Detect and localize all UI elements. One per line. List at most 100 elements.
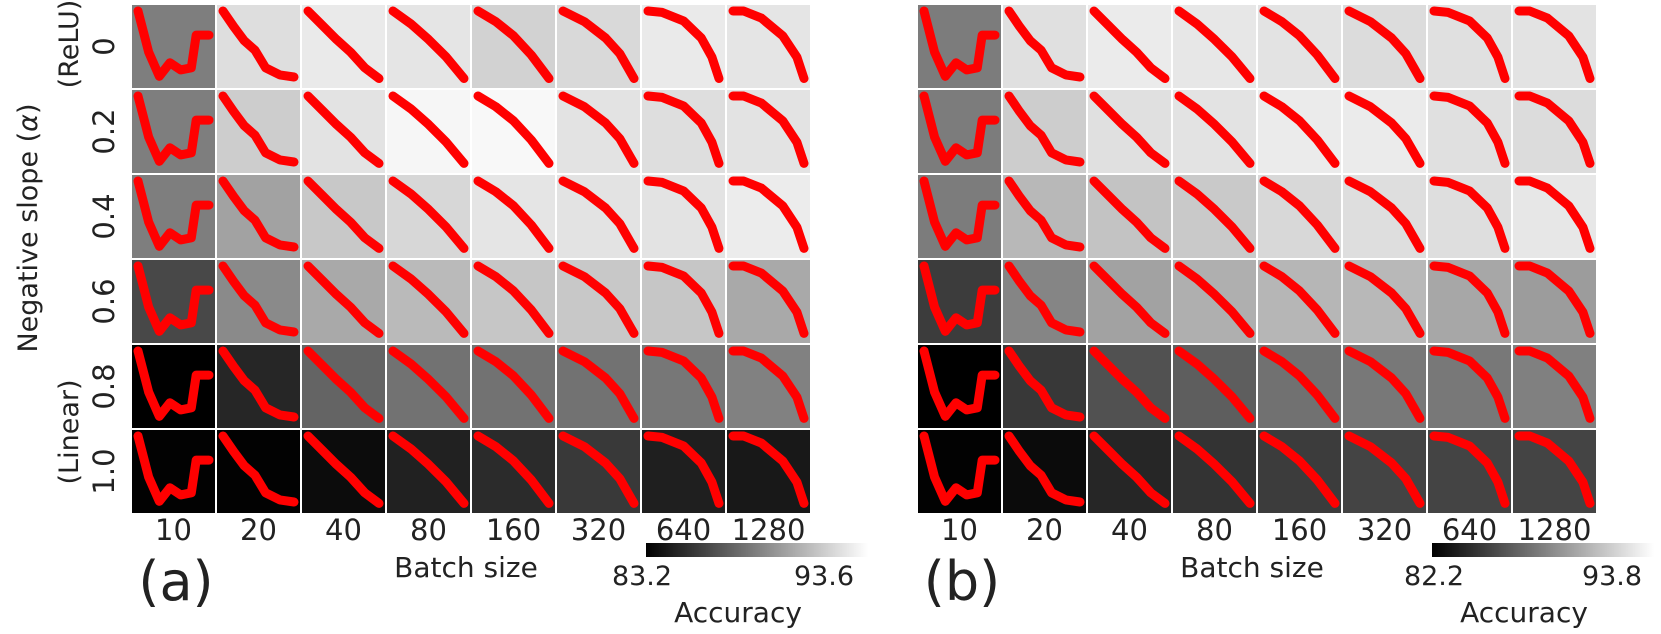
panel-a-colorbar-max: 93.6	[794, 561, 854, 592]
curve-b-r1-c6	[1429, 91, 1510, 168]
row-note-linear: (Linear)	[54, 380, 85, 485]
curve-a-r1-c1	[218, 91, 299, 167]
curve-b-r4-c5	[1344, 346, 1425, 423]
x-tick-a-320: 320	[571, 513, 626, 547]
curve-a-r2-c4	[473, 176, 554, 253]
curve-a-r3-c0	[133, 261, 214, 336]
cell-a-r0-c7	[727, 5, 810, 88]
curve-a-r0-c1	[218, 6, 299, 82]
curve-a-r2-c7	[728, 176, 809, 253]
curve-a-r5-c1	[218, 431, 299, 507]
curve-a-r5-c7	[728, 431, 809, 508]
curve-b-r2-c4	[1259, 176, 1340, 253]
cell-a-r1-c7	[727, 90, 810, 173]
curve-a-r4-c3	[388, 346, 469, 423]
curve-b-r1-c0	[919, 91, 1000, 166]
x-tick-b-320: 320	[1357, 513, 1412, 547]
curve-a-r5-c6	[643, 431, 724, 508]
cell-b-r5-c7	[1513, 430, 1596, 513]
curve-a-r5-c0	[133, 431, 214, 506]
x-tick-b-20: 20	[1026, 513, 1063, 547]
curve-a-r5-c5	[558, 431, 639, 508]
curve-b-r2-c0	[919, 176, 1000, 251]
curve-b-r2-c2	[1089, 176, 1170, 253]
cell-b-r4-c7	[1513, 345, 1596, 428]
curve-b-r0-c5	[1344, 6, 1425, 83]
x-tick-a-40: 40	[325, 513, 362, 547]
curve-b-r1-c5	[1344, 91, 1425, 168]
panel-b-colorbar-label: Accuracy	[1460, 596, 1588, 629]
curve-a-r0-c5	[558, 6, 639, 83]
curve-a-r2-c3	[388, 176, 469, 253]
curve-b-r5-c1	[1004, 431, 1085, 507]
curve-a-r4-c1	[218, 346, 299, 422]
cell-b-r1-c7	[1513, 90, 1596, 173]
panel-a-colorbar-min: 83.2	[612, 561, 672, 592]
panel-a-heatmap: 10 20 40 80 160 320 640 1280 0 0.2 0.4 0.6 0.8 1.0	[87, 4, 812, 547]
curve-a-r3-c2	[303, 261, 384, 338]
x-tick-a-160: 160	[486, 513, 541, 547]
cell-b-r2-c7	[1513, 175, 1596, 258]
curve-b-r3-c1	[1004, 261, 1085, 337]
panel-b-heatmap: 10 20 40 80 160 320 640 1280	[917, 4, 1598, 547]
curve-b-r3-c4	[1259, 261, 1340, 338]
curve-b-r0-c0	[919, 6, 1000, 81]
curve-b-r3-c3	[1174, 261, 1255, 338]
curve-b-r4-c7	[1514, 346, 1595, 423]
curve-b-r5-c6	[1429, 431, 1510, 508]
curve-b-r1-c1	[1004, 91, 1085, 167]
curve-b-r4-c2	[1089, 346, 1170, 423]
panel-a-colorbar: 83.2 93.6 Accuracy	[612, 543, 868, 629]
curve-b-r0-c6	[1429, 6, 1510, 83]
panel-a-background	[131, 4, 812, 515]
curve-a-r5-c2	[303, 431, 384, 508]
panel-b-xlabel: Batch size	[1180, 551, 1324, 584]
curve-b-r0-c4	[1259, 6, 1340, 83]
curve-a-r5-c3	[388, 431, 469, 508]
curve-a-r3-c4	[473, 261, 554, 338]
curve-b-r0-c1	[1004, 6, 1085, 82]
curve-a-r3-c6	[643, 261, 724, 338]
curve-a-r1-c7	[728, 91, 809, 168]
curve-b-r4-c0	[919, 346, 1000, 421]
curve-a-r5-c4	[473, 431, 554, 508]
y-tick-0.2: 0.2	[87, 108, 121, 154]
curve-b-r2-c7	[1514, 176, 1595, 253]
curve-b-r1-c2	[1089, 91, 1170, 168]
x-tick-b-160: 160	[1272, 513, 1327, 547]
y-tick-0: 0	[87, 37, 121, 55]
curve-a-r1-c5	[558, 91, 639, 168]
panel-b-background	[917, 4, 1598, 515]
curve-a-r2-c1	[218, 176, 299, 252]
cell-a-r4-c7	[727, 345, 810, 428]
curve-a-r0-c6	[643, 6, 724, 83]
x-tick-b-10: 10	[941, 513, 978, 547]
curve-a-r4-c0	[133, 346, 214, 421]
curve-a-r1-c6	[643, 91, 724, 168]
curve-b-r1-c7	[1514, 91, 1595, 168]
curve-a-r0-c2	[303, 6, 384, 83]
curve-a-r4-c5	[558, 346, 639, 423]
curve-a-r0-c0	[133, 6, 214, 81]
curve-a-r2-c2	[303, 176, 384, 253]
curve-a-r4-c7	[728, 346, 809, 423]
curve-b-r3-c2	[1089, 261, 1170, 338]
curve-b-r0-c3	[1174, 6, 1255, 83]
x-tick-a-1280: 1280	[732, 513, 806, 547]
y-tick-0.8: 0.8	[87, 363, 121, 409]
curve-b-r2-c5	[1344, 176, 1425, 253]
curve-a-r3-c1	[218, 261, 299, 337]
curve-a-r3-c5	[558, 261, 639, 338]
curve-b-r5-c7	[1514, 431, 1595, 508]
curve-b-r3-c5	[1344, 261, 1425, 338]
cell-a-r3-c7	[727, 260, 810, 343]
y-axis-title: Negative slope (α)	[13, 103, 44, 352]
x-tick-a-10: 10	[155, 513, 192, 547]
curve-b-r4-c6	[1429, 346, 1510, 423]
curve-b-r0-c2	[1089, 6, 1170, 83]
curve-b-r3-c0	[919, 261, 1000, 336]
curve-a-r1-c2	[303, 91, 384, 168]
curve-a-r2-c6	[643, 176, 724, 253]
panel-a-colorbar-label: Accuracy	[674, 596, 802, 629]
